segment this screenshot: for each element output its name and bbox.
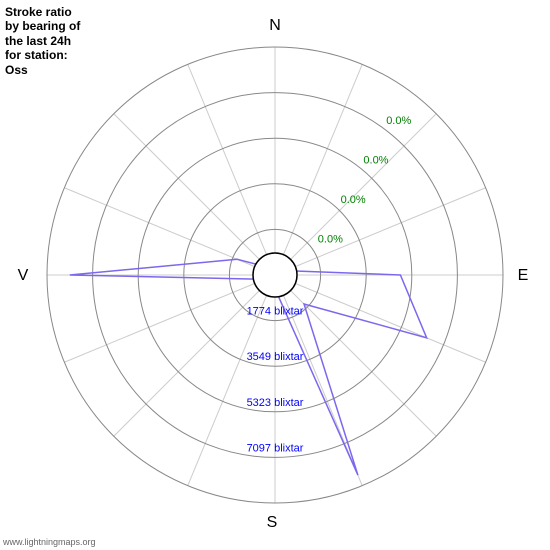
ring-label-blixtar: 5323 blixtar	[247, 397, 304, 409]
ring-label-blixtar: 7097 blixtar	[247, 442, 304, 454]
cardinal-E: E	[518, 267, 529, 284]
chart-container: Stroke ratio by bearing of the last 24h …	[0, 0, 550, 550]
ring-label-percent: 0.0%	[341, 194, 366, 206]
cardinal-S: S	[267, 514, 278, 531]
spoke	[114, 114, 275, 275]
ring-label-blixtar: 1774 blixtar	[247, 306, 304, 318]
spoke	[64, 275, 275, 362]
footer-credit: www.lightningmaps.org	[3, 537, 96, 547]
ring-label-blixtar: 3549 blixtar	[247, 351, 304, 363]
cardinal-V: V	[18, 267, 29, 284]
spoke	[188, 64, 275, 275]
ring-label-percent: 0.0%	[318, 233, 343, 245]
ring-label-percent: 0.0%	[386, 115, 411, 127]
spoke	[275, 275, 486, 362]
polar-chart-svg: 0.0% 0.0% 0.0% 0.0% 1774 blixtar 3549 blixtar…	[0, 0, 550, 550]
spoke	[275, 188, 486, 275]
center-hole	[253, 253, 297, 297]
ring-label-percent: 0.0%	[363, 154, 388, 166]
cardinal-N: N	[269, 17, 281, 34]
spoke	[64, 188, 275, 275]
